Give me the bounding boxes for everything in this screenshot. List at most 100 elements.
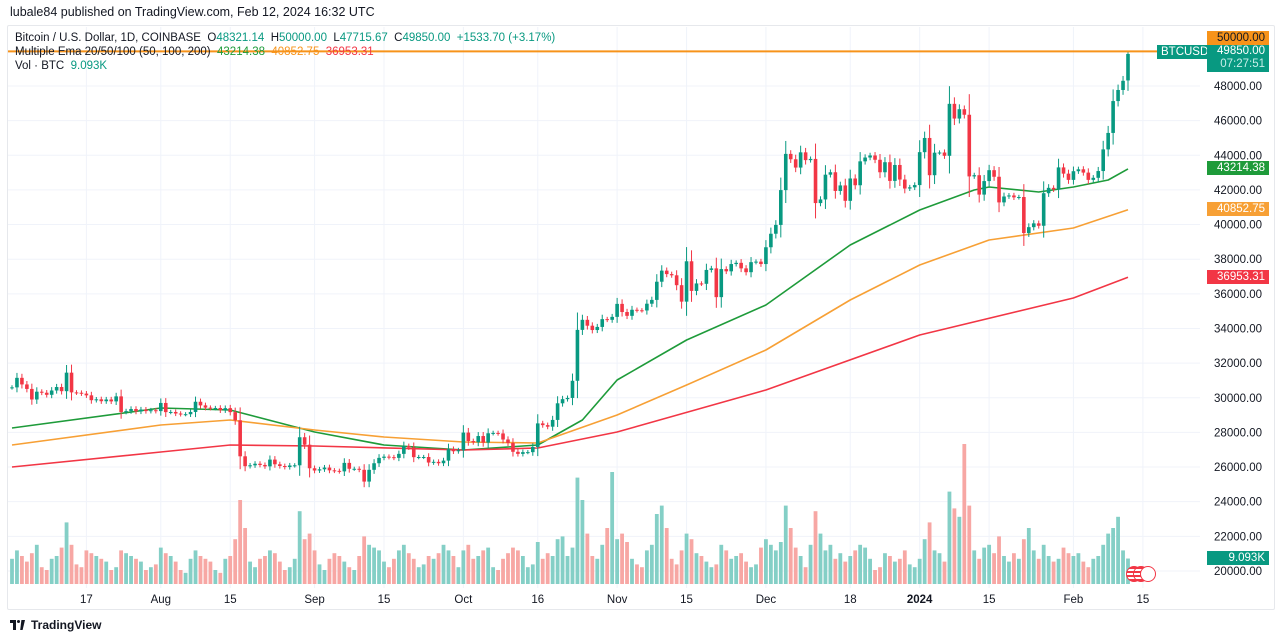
legend-ema-row: Multiple Ema 20/50/100 (50, 100, 200) 43… [15,45,555,59]
volume-bar [853,550,858,584]
volume-bar [129,556,133,584]
candle-body [426,456,431,463]
candle-body [1101,149,1105,172]
volume-bar [99,558,104,584]
volume-bar [878,567,882,584]
volume-bar [1036,558,1041,584]
candle-body [1017,197,1021,199]
volume-bar [134,558,138,584]
volume-bar [654,514,659,584]
candle-body [109,399,113,402]
volume-bar [714,564,719,584]
volume-bar [555,539,560,584]
ema50-tag: 43214.38 [1207,161,1269,175]
candle-body [942,152,947,156]
symbol-tag: BTCUSD [1157,45,1213,59]
candle-body [39,391,44,393]
volume-bar [669,558,674,584]
candle-body [595,326,600,331]
volume-bar [208,561,213,584]
volume-bar [258,558,262,584]
candle-body [1012,195,1016,198]
candle-body [734,262,738,265]
candle-body [957,109,962,119]
candle-body [183,414,188,416]
volume-bar [213,570,218,584]
candle-body [392,457,396,459]
candle-body [159,402,163,412]
candle-body [828,172,833,175]
volume-bar [203,558,208,584]
candle-body [833,172,838,191]
candle-body [461,432,466,451]
candle-body [238,420,242,457]
candle-body [615,303,619,317]
candle-body [719,269,724,298]
candle-body [531,446,535,453]
candle-body [540,423,545,426]
volume-bar [461,550,466,584]
candle-body [1036,223,1041,226]
ema-line-50 [11,168,1129,451]
ema-indicator-name: Multiple Ema 20/50/100 (50, 100, 200) [15,46,211,58]
volume-bar [347,567,352,584]
candle-body [15,377,19,388]
time-tick-label: 18 [844,594,857,606]
volume-bar [863,547,868,584]
candle-body [501,433,505,440]
alert-price-tag[interactable]: 50000.00 [1207,31,1269,45]
volume-bar [352,570,357,584]
volume-bar [516,550,520,584]
volume-bar [1106,533,1111,584]
candle-body [714,268,719,298]
candle-body [774,224,778,234]
candle-body [149,410,153,412]
volume-bar [987,544,992,584]
candle-body [818,199,823,204]
candle-body [783,153,788,191]
candle-body [481,436,485,443]
volume-bar [962,444,967,584]
volume-bar [525,567,530,584]
candle-body [1066,173,1071,180]
candle-body [20,377,24,385]
volume-bar [94,556,99,584]
candle-body [387,456,391,458]
candle-body [228,408,233,413]
volume-bar [501,558,505,584]
candle-body [302,437,307,445]
price-tick-label: 32000.00 [1214,358,1262,370]
candle-body [35,391,39,400]
candle-body [535,423,540,447]
volume-bar [560,536,565,584]
candle-body [764,247,768,265]
candle-body [491,432,495,434]
candle-body [749,262,753,273]
volume-bar [104,561,109,584]
volume-bar [396,550,401,584]
volume-bar [744,561,748,584]
ema50-value: 43214.38 [217,46,265,58]
candle-body [258,463,262,465]
candle-body [987,170,991,182]
volume-bar [684,533,689,584]
price-tick-label: 34000.00 [1214,323,1262,335]
volume-bar [1041,544,1046,584]
tradingview-logo-icon [10,620,26,630]
volume-bar [1121,550,1125,584]
candle-body [729,264,733,272]
candle-body [878,159,882,173]
candles [10,51,1130,488]
candle-body [858,161,862,186]
volume-bar [768,544,773,584]
price-tick-label: 42000.00 [1214,185,1262,197]
volume-bar [178,570,183,584]
us-flag-economic-event-icon[interactable] [1126,566,1156,582]
candle-body [94,399,99,401]
volume-bar [1051,561,1056,584]
candle-body [25,384,29,389]
volume-bar [382,561,386,584]
volume-bar [575,477,580,584]
candle-body [937,152,942,154]
